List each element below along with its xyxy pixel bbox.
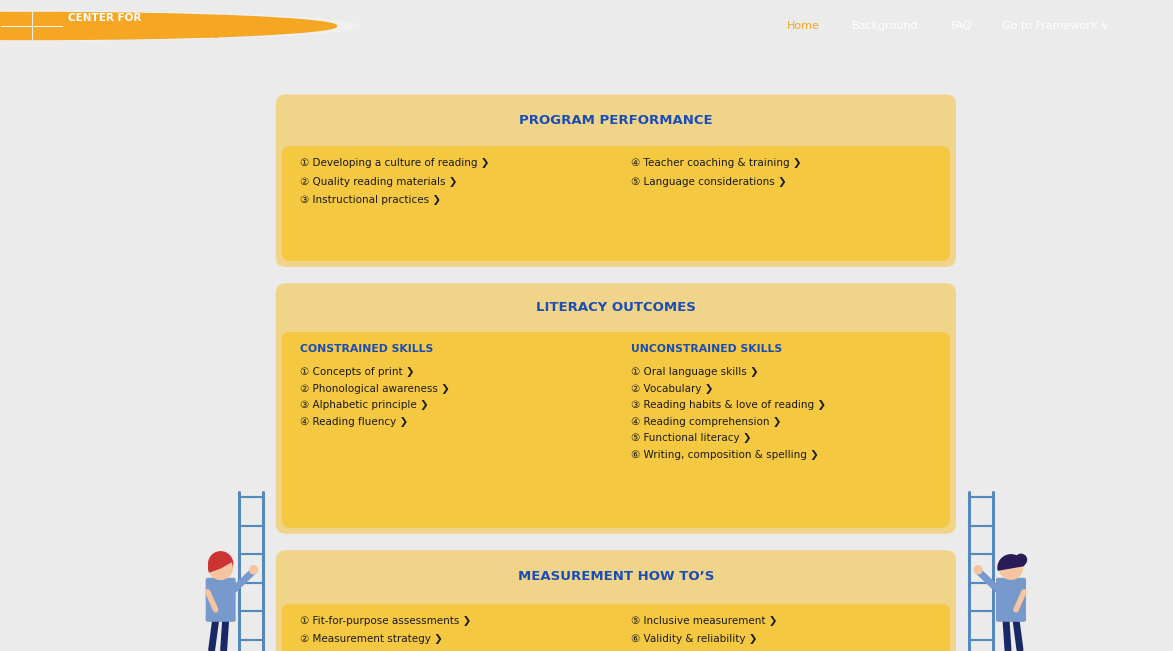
Text: ① Fit-for-purpose assessments ❯: ① Fit-for-purpose assessments ❯ <box>299 616 472 626</box>
Text: ④ Reading comprehension ❯: ④ Reading comprehension ❯ <box>631 417 781 426</box>
FancyBboxPatch shape <box>276 283 956 534</box>
Text: ⑥ Validity & reliability ❯: ⑥ Validity & reliability ❯ <box>631 634 758 644</box>
Text: ① Concepts of print ❯: ① Concepts of print ❯ <box>299 367 414 377</box>
Circle shape <box>250 566 258 574</box>
Circle shape <box>0 12 360 40</box>
Text: ③ Alphabetic principle ❯: ③ Alphabetic principle ❯ <box>299 400 428 410</box>
Text: UNCONSTRAINED SKILLS: UNCONSTRAINED SKILLS <box>631 344 782 354</box>
Text: ② Phonological awareness ❯: ② Phonological awareness ❯ <box>299 383 449 394</box>
FancyBboxPatch shape <box>282 146 950 261</box>
Text: ① Oral language skills ❯: ① Oral language skills ❯ <box>631 367 759 377</box>
FancyBboxPatch shape <box>282 332 950 528</box>
Text: ③ Instructional practices ❯: ③ Instructional practices ❯ <box>299 195 441 205</box>
FancyBboxPatch shape <box>282 604 950 651</box>
Circle shape <box>0 12 337 40</box>
Wedge shape <box>998 555 1024 570</box>
Circle shape <box>209 557 232 579</box>
Text: Background: Background <box>853 21 918 31</box>
Circle shape <box>209 552 232 575</box>
Text: ② Vocabulary ❯: ② Vocabulary ❯ <box>631 383 713 394</box>
Text: ④ Teacher coaching & training ❯: ④ Teacher coaching & training ❯ <box>631 158 801 168</box>
Text: ③ Reading habits & love of reading ❯: ③ Reading habits & love of reading ❯ <box>631 400 826 410</box>
Text: ⑤ Functional literacy ❯: ⑤ Functional literacy ❯ <box>631 433 752 443</box>
Text: EDUCATION INNOVATIONS: EDUCATION INNOVATIONS <box>68 31 219 40</box>
Text: Home: Home <box>787 21 820 31</box>
Text: LITERACY OUTCOMES: LITERACY OUTCOMES <box>536 301 696 314</box>
Text: CENTER FOR: CENTER FOR <box>68 13 142 23</box>
Text: ⑤ Inclusive measurement ❯: ⑤ Inclusive measurement ❯ <box>631 616 778 626</box>
FancyBboxPatch shape <box>276 94 956 267</box>
Text: FAQ: FAQ <box>951 21 972 31</box>
FancyBboxPatch shape <box>205 578 236 622</box>
Text: Go to Framework ∨: Go to Framework ∨ <box>1002 21 1110 31</box>
Circle shape <box>209 557 232 579</box>
Text: ② Quality reading materials ❯: ② Quality reading materials ❯ <box>299 176 457 187</box>
Text: PROGRAM PERFORMANCE: PROGRAM PERFORMANCE <box>518 114 713 127</box>
Text: ② Measurement strategy ❯: ② Measurement strategy ❯ <box>299 634 442 644</box>
Circle shape <box>1016 554 1026 565</box>
Circle shape <box>999 557 1023 579</box>
Text: ① Developing a culture of reading ❯: ① Developing a culture of reading ❯ <box>299 158 489 168</box>
Text: MEASUREMENT HOW TO’S: MEASUREMENT HOW TO’S <box>517 570 714 583</box>
Text: ⑥ Writing, composition & spelling ❯: ⑥ Writing, composition & spelling ❯ <box>631 450 819 460</box>
Text: ⑤ Language considerations ❯: ⑤ Language considerations ❯ <box>631 176 787 187</box>
FancyBboxPatch shape <box>276 550 956 651</box>
FancyBboxPatch shape <box>996 578 1026 622</box>
Text: CONSTRAINED SKILLS: CONSTRAINED SKILLS <box>299 344 433 354</box>
Circle shape <box>974 566 982 574</box>
Text: ④ Reading fluency ❯: ④ Reading fluency ❯ <box>299 417 408 426</box>
Wedge shape <box>209 556 231 572</box>
